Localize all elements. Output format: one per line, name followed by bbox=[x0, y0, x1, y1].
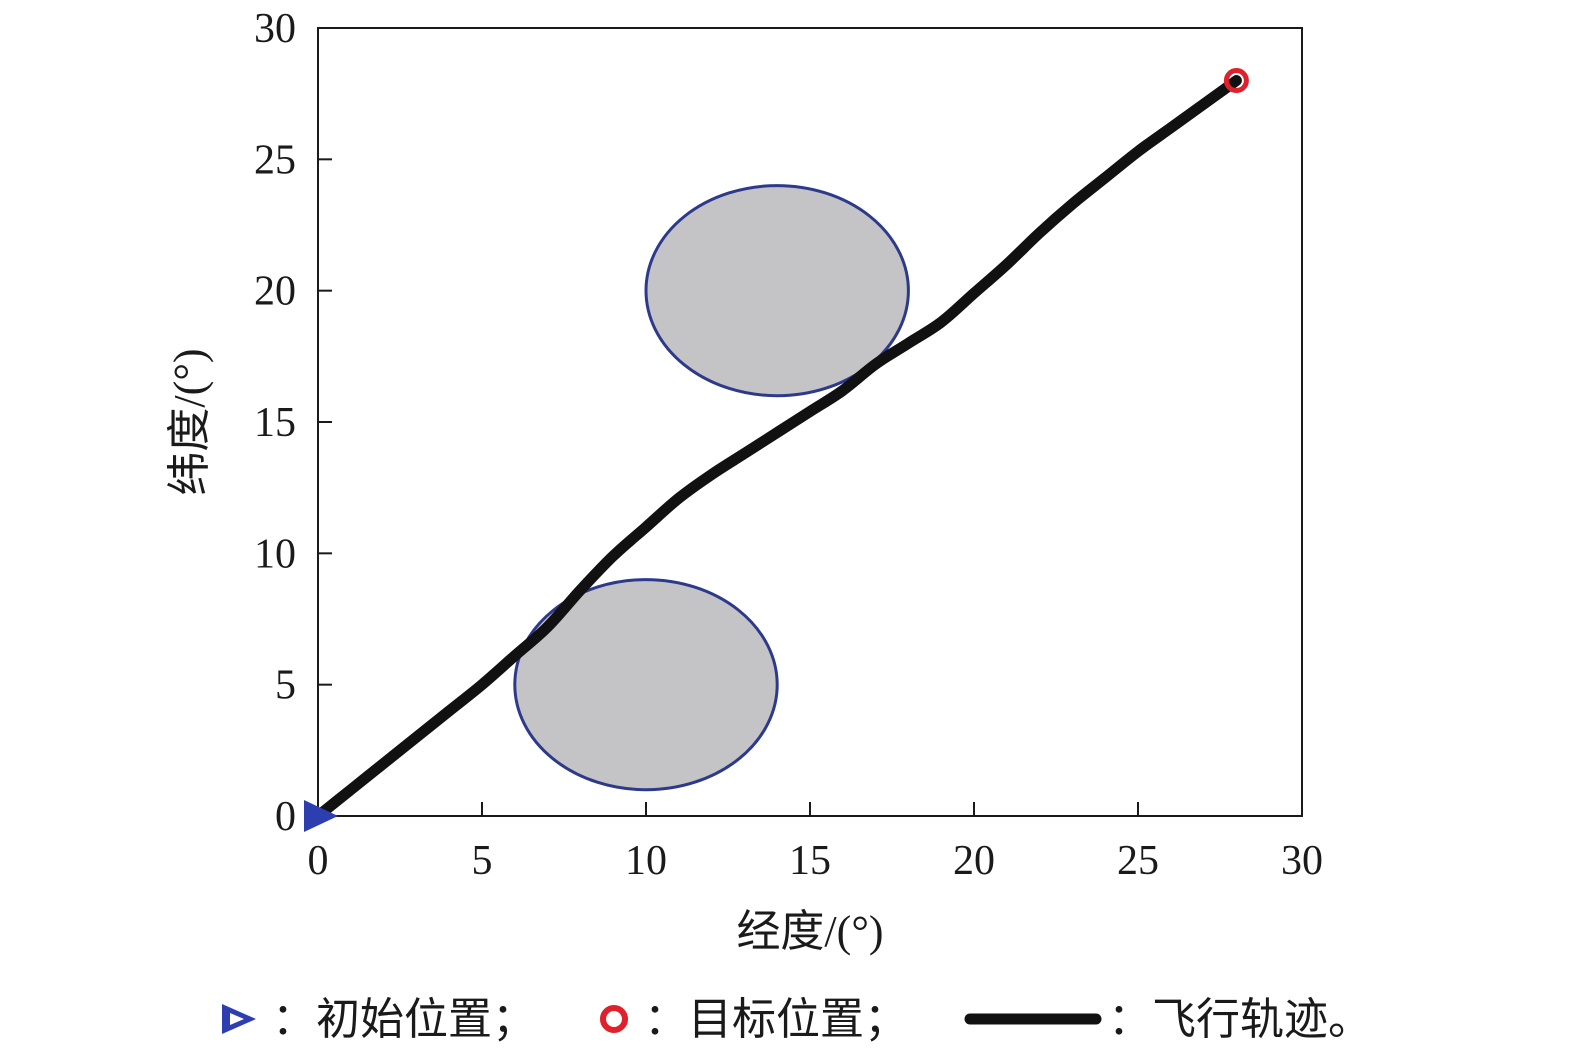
legend-line-label: ：飞行轨迹。 bbox=[1108, 995, 1372, 1044]
x-ticks: 0 5 10 15 20 25 30 bbox=[308, 802, 1323, 884]
y-axis-label: 纬度/(°) bbox=[165, 348, 214, 495]
trajectory-line bbox=[312, 75, 1242, 822]
obstacle-circle bbox=[513, 578, 779, 792]
y-tick-label: 20 bbox=[254, 269, 296, 315]
x-tick-label: 20 bbox=[953, 838, 995, 884]
y-tick-label: 5 bbox=[275, 663, 296, 709]
x-axis-label: 经度/(°) bbox=[736, 907, 883, 956]
obstacle-circle bbox=[644, 184, 910, 398]
target-marker bbox=[1223, 68, 1249, 94]
x-tick-label: 10 bbox=[625, 838, 667, 884]
x-tick-label: 15 bbox=[789, 838, 831, 884]
x-tick-label: 30 bbox=[1281, 838, 1323, 884]
legend-target-icon bbox=[600, 1005, 628, 1033]
x-tick-label: 0 bbox=[308, 838, 329, 884]
x-tick-label: 25 bbox=[1117, 838, 1159, 884]
start-marker bbox=[304, 800, 338, 832]
legend-target-label: ：目标位置； bbox=[644, 995, 908, 1044]
y-tick-label: 30 bbox=[254, 6, 296, 52]
x-tick-label: 5 bbox=[472, 838, 493, 884]
y-tick-label: 15 bbox=[254, 400, 296, 446]
y-tick-label: 0 bbox=[275, 794, 296, 840]
legend: ：初始位置； ：目标位置； ：飞行轨迹。 bbox=[222, 995, 1372, 1044]
y-tick-label: 25 bbox=[254, 137, 296, 183]
legend-start-icon-inner bbox=[230, 1013, 244, 1025]
y-ticks: 0 5 10 15 20 25 30 bbox=[254, 6, 332, 840]
legend-start-label: ：初始位置； bbox=[272, 995, 536, 1044]
y-tick-label: 10 bbox=[254, 531, 296, 577]
obstacles bbox=[513, 184, 910, 792]
